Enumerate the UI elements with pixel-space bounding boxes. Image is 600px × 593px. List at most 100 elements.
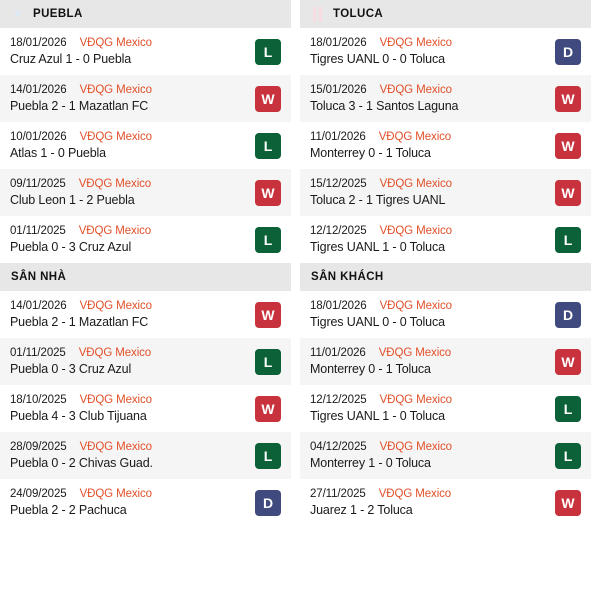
match-league: VĐQG Mexico — [379, 441, 452, 453]
result-badge-w: W — [255, 179, 281, 206]
venue-label-left: SÂN NHÀ — [11, 271, 67, 283]
match-row[interactable]: 28/09/2025 VĐQG Mexico Puebla 0 - 2 Chivas… — [0, 432, 291, 479]
match-scoreline: Club Leon 1 - 2 Puebla — [10, 193, 135, 207]
match-details: 12/12/2025 VĐQG Mexico Tigres UANL 1 - 0 T… — [310, 225, 547, 254]
match-details: 10/01/2026 VĐQG Mexico Atlas 1 - 0 Puebla — [10, 131, 247, 160]
match-date: 18/10/2025 — [10, 394, 67, 406]
match-scoreline: Puebla 2 - 1 Mazatlan FC — [10, 315, 149, 329]
match-scoreline: Puebla 2 - 1 Mazatlan FC — [10, 99, 149, 113]
match-scoreline: Tigres UANL 1 - 0 Toluca — [310, 240, 445, 254]
result-badge-w: W — [555, 489, 581, 516]
match-row[interactable]: 18/10/2025 VĐQG Mexico Puebla 4 - 3 Club T… — [0, 385, 291, 432]
match-row[interactable]: 15/12/2025 VĐQG Mexico Toluca 2 - 1 Tigres… — [300, 169, 591, 216]
match-scoreline: Tigres UANL 1 - 0 Toluca — [310, 409, 445, 423]
match-scoreline: Atlas 1 - 0 Puebla — [10, 146, 106, 160]
team-name-left: PUEBLA — [33, 8, 83, 20]
match-row[interactable]: 18/01/2026 VĐQG Mexico Tigres UANL 0 - 0 T… — [300, 291, 591, 338]
match-league: VĐQG Mexico — [79, 37, 152, 49]
match-date: 18/01/2026 — [310, 37, 367, 49]
result-badge-w: W — [555, 179, 581, 206]
match-row[interactable]: 14/01/2026 VĐQG Mexico Puebla 2 - 1 Mazatl… — [0, 291, 291, 338]
match-meta: 18/10/2025 VĐQG Mexico — [10, 394, 247, 406]
match-date: 24/09/2025 — [10, 488, 67, 500]
match-date: 12/12/2025 — [310, 394, 367, 406]
match-scoreline: Puebla 2 - 2 Pachuca — [10, 503, 127, 517]
match-league: VĐQG Mexico — [378, 131, 452, 143]
match-league: VĐQG Mexico — [79, 84, 152, 96]
match-date: 01/11/2025 — [10, 225, 66, 237]
match-row[interactable]: 14/01/2026 VĐQG Mexico Puebla 2 - 1 Mazatl… — [0, 75, 291, 122]
result-badge-l: L — [255, 348, 281, 375]
match-details: 18/01/2026 VĐQG Mexico Cruz Azul 1 - 0 Pue… — [10, 37, 247, 66]
match-details: 24/09/2025 VĐQG Mexico Puebla 2 - 2 Pachuc… — [10, 488, 247, 517]
match-scoreline: Tigres UANL 0 - 0 Toluca — [310, 52, 445, 66]
venue-header-right: SÂN KHÁCH — [300, 263, 591, 291]
match-date: 09/11/2025 — [10, 178, 66, 190]
result-badge-l: L — [255, 442, 281, 469]
match-row[interactable]: 01/11/2025 VĐQG Mexico Puebla 0 - 3 Cruz A… — [0, 338, 291, 385]
match-row[interactable]: 27/11/2025 VĐQG Mexico Juarez 1 - 2 Toluca… — [300, 479, 591, 526]
match-meta: 10/01/2026 VĐQG Mexico — [10, 131, 247, 143]
match-details: 15/01/2026 VĐQG Mexico Toluca 3 - 1 Santos… — [310, 84, 547, 113]
match-meta: 18/01/2026 VĐQG Mexico — [310, 300, 547, 312]
match-league: VĐQG Mexico — [379, 394, 452, 406]
match-row[interactable]: 11/01/2026 VĐQG Mexico Monterrey 0 - 1 Tol… — [300, 338, 591, 385]
match-meta: 11/01/2026 VĐQG Mexico — [310, 347, 547, 359]
match-row[interactable]: 11/01/2026 VĐQG Mexico Monterrey 0 - 1 Tol… — [300, 122, 591, 169]
match-row[interactable]: 09/11/2025 VĐQG Mexico Club Leon 1 - 2 Pue… — [0, 169, 291, 216]
match-meta: 09/11/2025 VĐQG Mexico — [10, 178, 247, 190]
match-meta: 24/09/2025 VĐQG Mexico — [10, 488, 247, 500]
result-badge-w: W — [555, 348, 581, 375]
team-column-left: PUEBLA 18/01/2026 VĐQG Mexico Cruz Azul 1 … — [0, 0, 291, 526]
result-badge-w: W — [555, 132, 581, 159]
match-row[interactable]: 18/01/2026 VĐQG Mexico Cruz Azul 1 - 0 Pue… — [0, 28, 291, 75]
team-header-right: TOLUCA — [300, 0, 591, 28]
result-badge-w: W — [255, 85, 281, 112]
match-row[interactable]: 10/01/2026 VĐQG Mexico Atlas 1 - 0 Puebla L — [0, 122, 291, 169]
match-league: VĐQG Mexico — [379, 300, 452, 312]
match-date: 11/01/2026 — [310, 347, 366, 359]
match-date: 12/12/2025 — [310, 225, 367, 237]
match-details: 01/11/2025 VĐQG Mexico Puebla 0 - 3 Cruz A… — [10, 225, 247, 254]
match-details: 18/01/2026 VĐQG Mexico Tigres UANL 0 - 0 T… — [310, 300, 547, 329]
match-scoreline: Cruz Azul 1 - 0 Puebla — [10, 52, 132, 66]
match-details: 09/11/2025 VĐQG Mexico Club Leon 1 - 2 Pue… — [10, 178, 247, 207]
match-league: VĐQG Mexico — [79, 394, 152, 406]
match-row[interactable]: 24/09/2025 VĐQG Mexico Puebla 2 - 2 Pachuc… — [0, 479, 291, 526]
match-row[interactable]: 04/12/2025 VĐQG Mexico Monterrey 1 - 0 Tol… — [300, 432, 591, 479]
form-comparison-board: PUEBLA 18/01/2026 VĐQG Mexico Cruz Azul 1 … — [0, 0, 600, 526]
match-date: 28/09/2025 — [10, 441, 67, 453]
match-meta: 28/09/2025 VĐQG Mexico — [10, 441, 247, 453]
match-scoreline: Puebla 0 - 3 Cruz Azul — [10, 240, 132, 254]
match-details: 14/01/2026 VĐQG Mexico Puebla 2 - 1 Mazatl… — [10, 84, 247, 113]
match-row[interactable]: 01/11/2025 VĐQG Mexico Puebla 0 - 3 Cruz A… — [0, 216, 291, 263]
match-meta: 01/11/2025 VĐQG Mexico — [10, 347, 247, 359]
match-row[interactable]: 12/12/2025 VĐQG Mexico Tigres UANL 1 - 0 T… — [300, 216, 591, 263]
match-league: VĐQG Mexico — [79, 441, 152, 453]
match-date: 14/01/2026 — [10, 300, 67, 312]
match-league: VĐQG Mexico — [379, 37, 452, 49]
match-scoreline: Puebla 0 - 2 Chivas Guad. — [10, 456, 153, 470]
match-row[interactable]: 12/12/2025 VĐQG Mexico Tigres UANL 1 - 0 T… — [300, 385, 591, 432]
match-meta: 14/01/2026 VĐQG Mexico — [10, 84, 247, 96]
match-meta: 18/01/2026 VĐQG Mexico — [10, 37, 247, 49]
match-details: 28/09/2025 VĐQG Mexico Puebla 0 - 2 Chivas… — [10, 441, 247, 470]
match-row[interactable]: 15/01/2026 VĐQG Mexico Toluca 3 - 1 Santos… — [300, 75, 591, 122]
team-column-right: TOLUCA 18/01/2026 VĐQG Mexico Tigres UANL … — [300, 0, 591, 526]
result-badge-l: L — [555, 226, 581, 253]
match-details: 04/12/2025 VĐQG Mexico Monterrey 1 - 0 Tol… — [310, 441, 547, 470]
puebla-crest-icon — [10, 7, 25, 22]
match-league: VĐQG Mexico — [378, 347, 452, 359]
match-date: 15/12/2025 — [310, 178, 367, 190]
recent-matches-list-right: 18/01/2026 VĐQG Mexico Tigres UANL 0 - 0 T… — [300, 28, 591, 263]
match-date: 11/01/2026 — [310, 131, 366, 143]
match-league: VĐQG Mexico — [379, 225, 452, 237]
match-meta: 11/01/2026 VĐQG Mexico — [310, 131, 547, 143]
result-badge-l: L — [255, 38, 281, 65]
match-scoreline: Puebla 0 - 3 Cruz Azul — [10, 362, 132, 376]
match-row[interactable]: 18/01/2026 VĐQG Mexico Tigres UANL 0 - 0 T… — [300, 28, 591, 75]
result-badge-d: D — [555, 301, 581, 328]
toluca-crest-icon — [310, 7, 325, 22]
away-matches-list-right: 18/01/2026 VĐQG Mexico Tigres UANL 0 - 0 T… — [300, 291, 591, 526]
venue-label-right: SÂN KHÁCH — [311, 271, 384, 283]
